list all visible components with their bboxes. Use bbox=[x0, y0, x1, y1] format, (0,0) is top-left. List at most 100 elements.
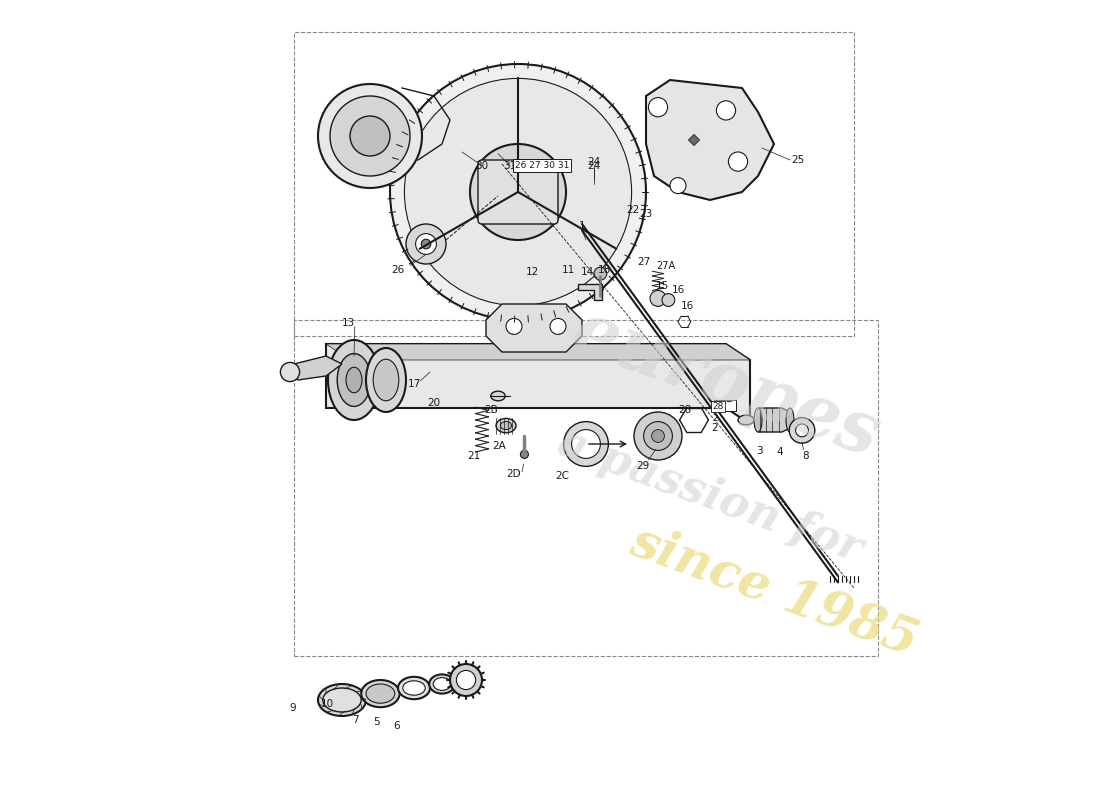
Text: 2: 2 bbox=[712, 423, 718, 433]
Circle shape bbox=[406, 224, 446, 264]
FancyBboxPatch shape bbox=[478, 160, 558, 224]
Text: 27: 27 bbox=[637, 257, 650, 266]
Circle shape bbox=[594, 267, 607, 280]
Circle shape bbox=[330, 96, 410, 176]
Text: 4: 4 bbox=[777, 447, 783, 457]
Circle shape bbox=[634, 412, 682, 460]
Text: 2A: 2A bbox=[493, 441, 506, 450]
Text: 28: 28 bbox=[678, 406, 691, 415]
Text: 26: 26 bbox=[392, 266, 405, 275]
Ellipse shape bbox=[318, 684, 366, 716]
Text: 14: 14 bbox=[581, 267, 594, 277]
Text: 20: 20 bbox=[428, 398, 441, 408]
Text: 26 27 30 31: 26 27 30 31 bbox=[515, 161, 569, 170]
Circle shape bbox=[350, 116, 390, 156]
Text: 2: 2 bbox=[712, 414, 717, 423]
Text: 17: 17 bbox=[407, 379, 420, 389]
Text: 5: 5 bbox=[373, 718, 380, 727]
Circle shape bbox=[510, 184, 526, 200]
Text: 24: 24 bbox=[587, 161, 601, 170]
Circle shape bbox=[390, 64, 646, 320]
Text: 2D: 2D bbox=[507, 470, 521, 479]
Text: 8: 8 bbox=[803, 451, 810, 461]
Text: 29: 29 bbox=[636, 461, 649, 470]
Text: 25: 25 bbox=[791, 155, 804, 165]
Circle shape bbox=[506, 318, 522, 334]
Circle shape bbox=[728, 152, 748, 171]
Text: 24: 24 bbox=[587, 158, 601, 167]
Circle shape bbox=[470, 144, 566, 240]
Circle shape bbox=[405, 78, 631, 306]
Text: 10: 10 bbox=[321, 699, 334, 709]
Text: 3: 3 bbox=[757, 446, 763, 456]
Ellipse shape bbox=[366, 348, 406, 412]
Ellipse shape bbox=[738, 415, 754, 425]
Text: 28: 28 bbox=[713, 402, 724, 411]
Text: 12: 12 bbox=[526, 267, 539, 277]
Text: 30: 30 bbox=[475, 161, 488, 170]
Bar bbox=[294, 320, 878, 656]
Ellipse shape bbox=[429, 674, 454, 694]
Text: europes: europes bbox=[562, 295, 890, 473]
Ellipse shape bbox=[398, 677, 430, 699]
Text: 7: 7 bbox=[352, 715, 359, 725]
Ellipse shape bbox=[403, 681, 426, 695]
Ellipse shape bbox=[338, 354, 371, 406]
Ellipse shape bbox=[366, 684, 395, 703]
Text: 31: 31 bbox=[504, 161, 517, 170]
Circle shape bbox=[662, 294, 674, 306]
Circle shape bbox=[416, 234, 437, 254]
Text: 22: 22 bbox=[626, 205, 639, 214]
Text: since 1985: since 1985 bbox=[624, 518, 924, 666]
Polygon shape bbox=[578, 284, 602, 300]
Circle shape bbox=[280, 362, 299, 382]
Text: 1: 1 bbox=[579, 221, 585, 230]
Ellipse shape bbox=[491, 391, 505, 401]
Circle shape bbox=[670, 178, 686, 194]
Ellipse shape bbox=[496, 418, 516, 433]
Polygon shape bbox=[326, 344, 750, 424]
Text: 23: 23 bbox=[639, 210, 652, 219]
Circle shape bbox=[648, 98, 668, 117]
Text: 9: 9 bbox=[289, 703, 296, 713]
Text: 21: 21 bbox=[468, 451, 481, 461]
Text: 2C: 2C bbox=[556, 471, 569, 481]
Circle shape bbox=[520, 450, 528, 458]
Circle shape bbox=[789, 418, 815, 443]
Circle shape bbox=[498, 172, 538, 212]
Polygon shape bbox=[689, 134, 700, 146]
Polygon shape bbox=[286, 356, 342, 380]
Polygon shape bbox=[758, 408, 790, 432]
Circle shape bbox=[318, 84, 422, 188]
Ellipse shape bbox=[754, 408, 762, 432]
Ellipse shape bbox=[786, 408, 794, 432]
Circle shape bbox=[550, 318, 566, 334]
Text: a passion for: a passion for bbox=[552, 421, 868, 571]
Ellipse shape bbox=[373, 359, 399, 401]
Text: 18: 18 bbox=[597, 266, 611, 275]
Circle shape bbox=[572, 430, 601, 458]
Text: 15: 15 bbox=[656, 282, 669, 291]
Polygon shape bbox=[486, 304, 582, 352]
Circle shape bbox=[716, 101, 736, 120]
Ellipse shape bbox=[346, 367, 362, 393]
Ellipse shape bbox=[328, 340, 380, 420]
Polygon shape bbox=[326, 344, 750, 360]
Ellipse shape bbox=[322, 688, 361, 712]
Circle shape bbox=[650, 290, 666, 306]
Polygon shape bbox=[646, 80, 774, 200]
Ellipse shape bbox=[361, 680, 399, 707]
Text: 6: 6 bbox=[393, 721, 399, 730]
Circle shape bbox=[644, 422, 672, 450]
Circle shape bbox=[450, 664, 482, 696]
FancyBboxPatch shape bbox=[714, 400, 736, 411]
Ellipse shape bbox=[500, 422, 512, 430]
Text: 27A: 27A bbox=[657, 261, 675, 270]
Circle shape bbox=[795, 424, 808, 437]
Ellipse shape bbox=[433, 678, 451, 690]
Circle shape bbox=[563, 422, 608, 466]
Circle shape bbox=[421, 239, 431, 249]
Circle shape bbox=[456, 670, 475, 690]
Bar bbox=[294, 32, 854, 336]
Text: 16: 16 bbox=[681, 302, 694, 311]
